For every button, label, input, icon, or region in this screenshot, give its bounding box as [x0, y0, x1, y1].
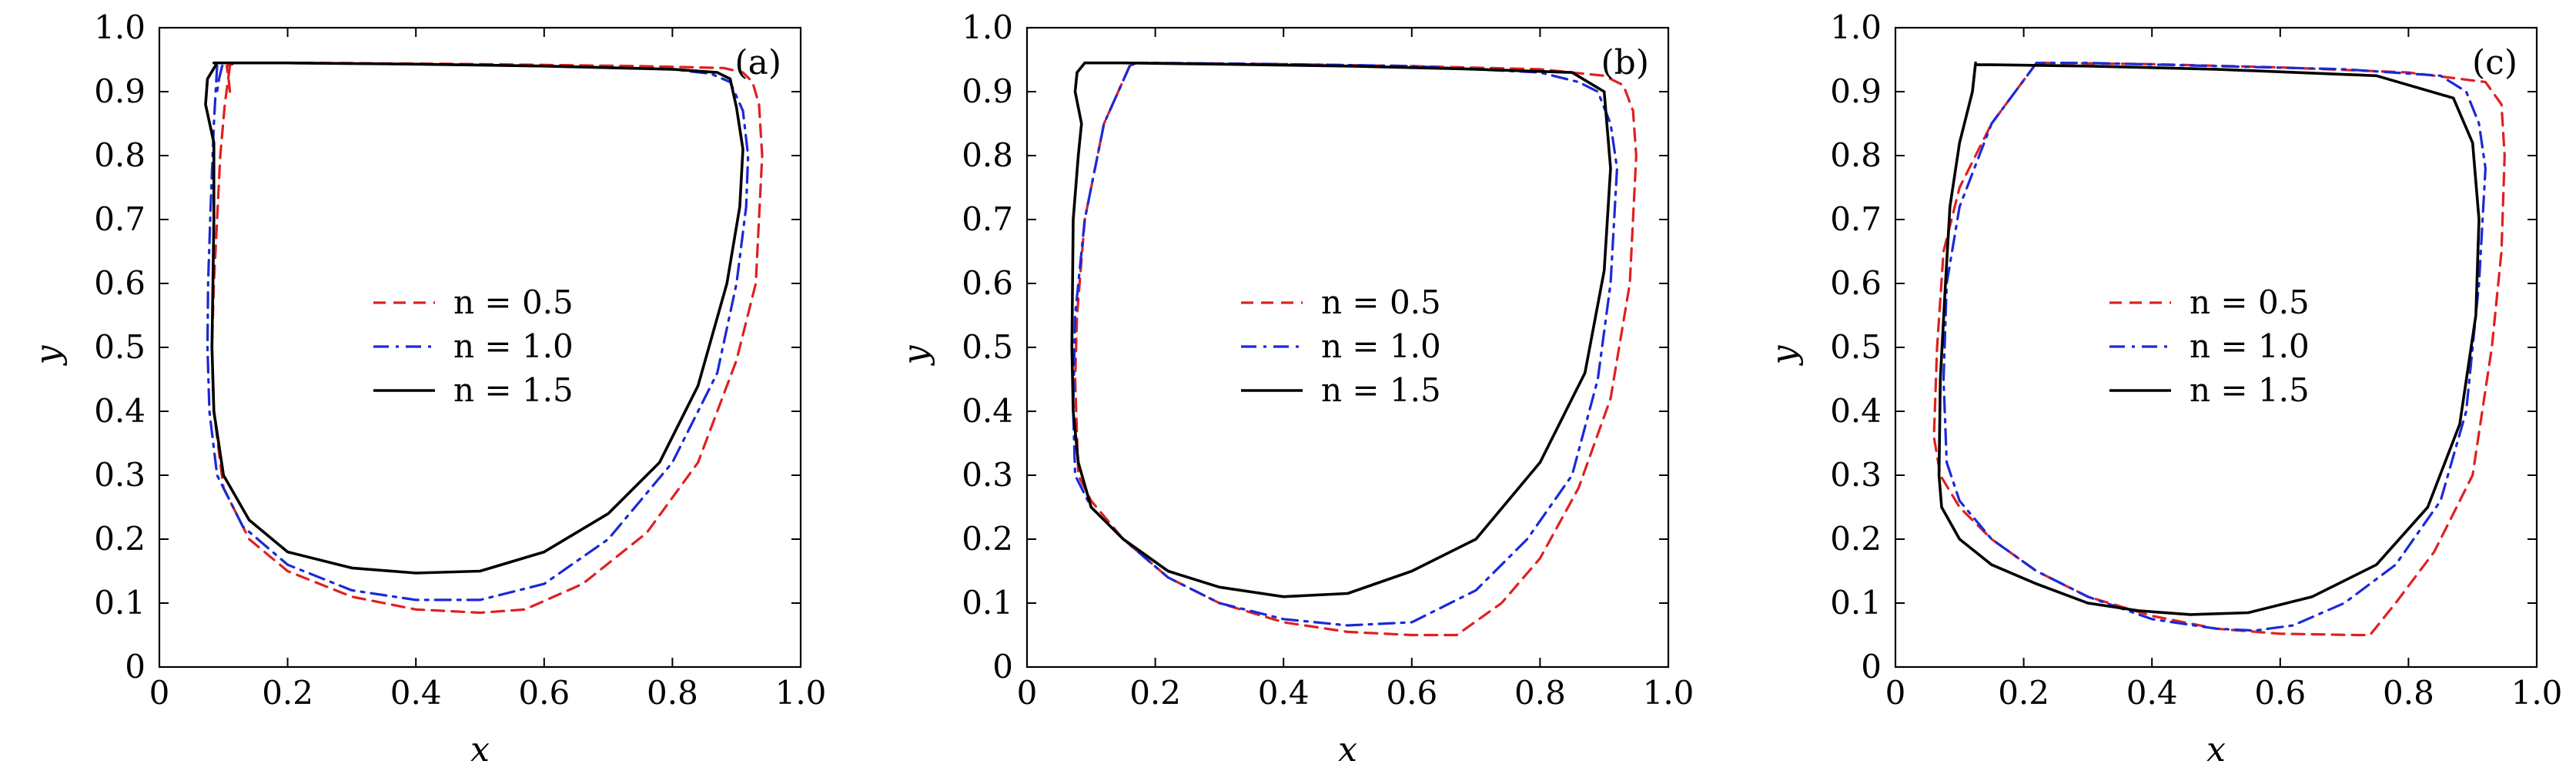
y-tick-label: 0.2: [94, 520, 146, 558]
x-tick-label: 1.0: [1643, 674, 1694, 712]
x-tick-label: 0.6: [2254, 674, 2306, 712]
y-tick-label: 0.8: [94, 136, 146, 174]
series-line-3: [1937, 61, 2481, 616]
x-axis-label: x: [2206, 730, 2226, 769]
y-tick-label: 0.1: [962, 584, 1013, 622]
y-tick-label: 0.3: [962, 456, 1013, 494]
x-tick-label: 1.0: [775, 674, 827, 712]
panel-label: (b): [1601, 43, 1650, 82]
x-tick-label: 0.2: [1129, 674, 1181, 712]
y-tick-label: 0.8: [962, 136, 1013, 174]
x-tick-label: 0.8: [1514, 674, 1566, 712]
x-tick-label: 0: [149, 674, 170, 712]
chart-panel-2: 0 0.2 0.4 0.6 0.8 1.0 0 0.1 0.2 0.3 0.4 0.5 0.6 0.7 0.…: [896, 8, 1694, 769]
y-tick-label: 0.9: [962, 72, 1013, 110]
legend: n = 0.5 n = 1.0 n = 1.5: [373, 283, 574, 409]
y-tick-label: 0.3: [94, 456, 146, 494]
x-tick-label: 0: [1017, 674, 1038, 712]
y-tick-label: 0.1: [94, 584, 146, 622]
x-tick-label: 0.8: [647, 674, 698, 712]
series-line-3: [1070, 61, 1612, 598]
legend-label-1: n = 0.5: [1321, 283, 1441, 321]
y-tick-label: 0.7: [1830, 200, 1882, 238]
x-axis-label: x: [470, 730, 490, 769]
y-tick-label: 0: [125, 648, 146, 685]
y-tick-label: 0.2: [1830, 520, 1882, 558]
x-tick-label: 0.6: [518, 674, 570, 712]
y-tick-label: 0.2: [962, 520, 1013, 558]
x-tick-label: 0.6: [1386, 674, 1437, 712]
legend-label-2: n = 1.0: [2190, 327, 2310, 365]
y-tick-label: 1.0: [962, 8, 1013, 46]
panel-label: (c): [2472, 43, 2517, 82]
y-tick-label: 0: [1861, 648, 1882, 685]
x-tick-label: 0.2: [1998, 674, 2049, 712]
x-tick-label: 0.2: [262, 674, 313, 712]
y-tick-label: 0.6: [1830, 264, 1882, 302]
y-tick-label: 0.7: [962, 200, 1013, 238]
legend: n = 0.5 n = 1.0 n = 1.5: [1241, 283, 1441, 409]
y-tick-label: 0.7: [94, 200, 146, 238]
x-tick-label: 0.8: [2383, 674, 2434, 712]
series-line-1: [1932, 62, 2506, 637]
y-tick-label: 0.1: [1830, 584, 1882, 622]
x-axis-label: x: [1338, 730, 1357, 769]
series-line-2: [206, 62, 750, 602]
y-tick-label: 0.3: [1830, 456, 1882, 494]
y-tick-label: 0.9: [94, 72, 146, 110]
chart-panel-1: 0 0.2 0.4 0.6 0.8 1.0 0 0.1 0.2 0.3 0.4 0.5 0.6 0.7 0.…: [28, 8, 826, 769]
x-tick-label: 1.0: [2511, 674, 2563, 712]
series-line-2: [1942, 62, 2487, 632]
y-tick-label: 0.5: [962, 328, 1013, 366]
y-tick-label: 1.0: [94, 8, 146, 46]
chart-panel-3: 0 0.2 0.4 0.6 0.8 1.0 0 0.1 0.2 0.3 0.4 0.5 0.6 0.7 0.…: [1765, 8, 2562, 769]
y-tick-label: 0.5: [94, 328, 146, 366]
panel-label: (a): [734, 43, 781, 82]
y-axis-label: y: [28, 344, 68, 366]
y-tick-label: 0.4: [94, 392, 146, 430]
y-tick-label: 0.5: [1830, 328, 1882, 366]
series-line-3: [204, 61, 744, 575]
legend-label-3: n = 1.5: [1321, 371, 1441, 409]
legend-label-2: n = 1.0: [453, 327, 574, 365]
y-tick-label: 0.4: [1830, 392, 1882, 430]
series-line-2: [1072, 62, 1618, 627]
legend-label-2: n = 1.0: [1321, 327, 1441, 365]
y-tick-label: 0.9: [1830, 72, 1882, 110]
legend: n = 0.5 n = 1.0 n = 1.5: [2109, 283, 2310, 409]
y-tick-label: 1.0: [1830, 8, 1882, 46]
y-axis-label: y: [896, 344, 935, 366]
x-tick-label: 0: [1885, 674, 1906, 712]
y-tick-label: 0.8: [1830, 136, 1882, 174]
x-tick-label: 0.4: [2126, 674, 2178, 712]
y-tick-label: 0.6: [962, 264, 1013, 302]
x-tick-label: 0.4: [1258, 674, 1310, 712]
y-tick-label: 0.4: [962, 392, 1013, 430]
legend-label-3: n = 1.5: [453, 371, 574, 409]
legend-label-3: n = 1.5: [2190, 371, 2310, 409]
y-tick-label: 0: [992, 648, 1013, 685]
y-tick-label: 0.6: [94, 264, 146, 302]
x-tick-label: 0.4: [390, 674, 442, 712]
legend-label-1: n = 0.5: [453, 283, 574, 321]
legend-label-1: n = 0.5: [2190, 283, 2310, 321]
y-axis-label: y: [1765, 344, 1804, 366]
